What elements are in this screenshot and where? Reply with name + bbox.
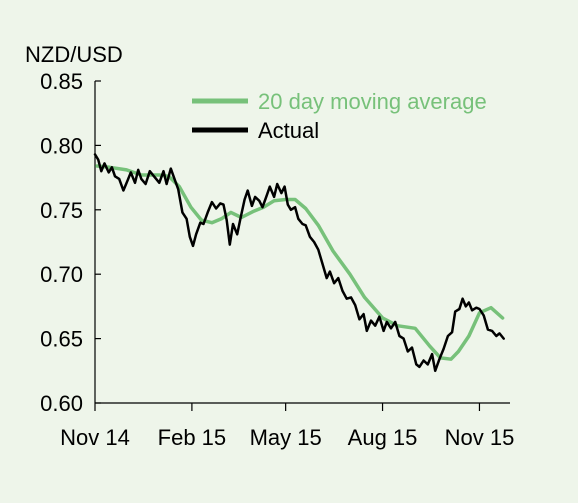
y-tick-label: 0.65 [40,327,83,352]
legend: 20 day moving average Actual [192,89,487,143]
x-tick-label: Feb 15 [158,425,227,450]
legend-item-moving-average-label: 20 day moving average [258,89,487,114]
plot-area [93,153,505,373]
y-tick-label: 0.60 [40,391,83,416]
actual-line [93,153,505,373]
x-tick-label: Nov 15 [445,425,515,450]
legend-item-actual-label: Actual [258,118,319,143]
x-tick-label: Aug 15 [348,425,418,450]
y-axis: 0.85 0.80 0.75 0.70 0.65 0.60 [40,69,101,416]
x-axis: Nov 14 Feb 15 May 15 Aug 15 Nov 15 [60,402,515,450]
y-axis-unit-label: NZD/USD [25,42,123,67]
y-tick-label: 0.70 [40,262,83,287]
y-tick-label: 0.85 [40,69,83,94]
x-tick-label: May 15 [250,425,322,450]
moving-average-line [95,164,505,361]
x-tick-label: Nov 14 [60,425,130,450]
y-tick-label: 0.75 [40,198,83,223]
y-tick-label: 0.80 [40,133,83,158]
